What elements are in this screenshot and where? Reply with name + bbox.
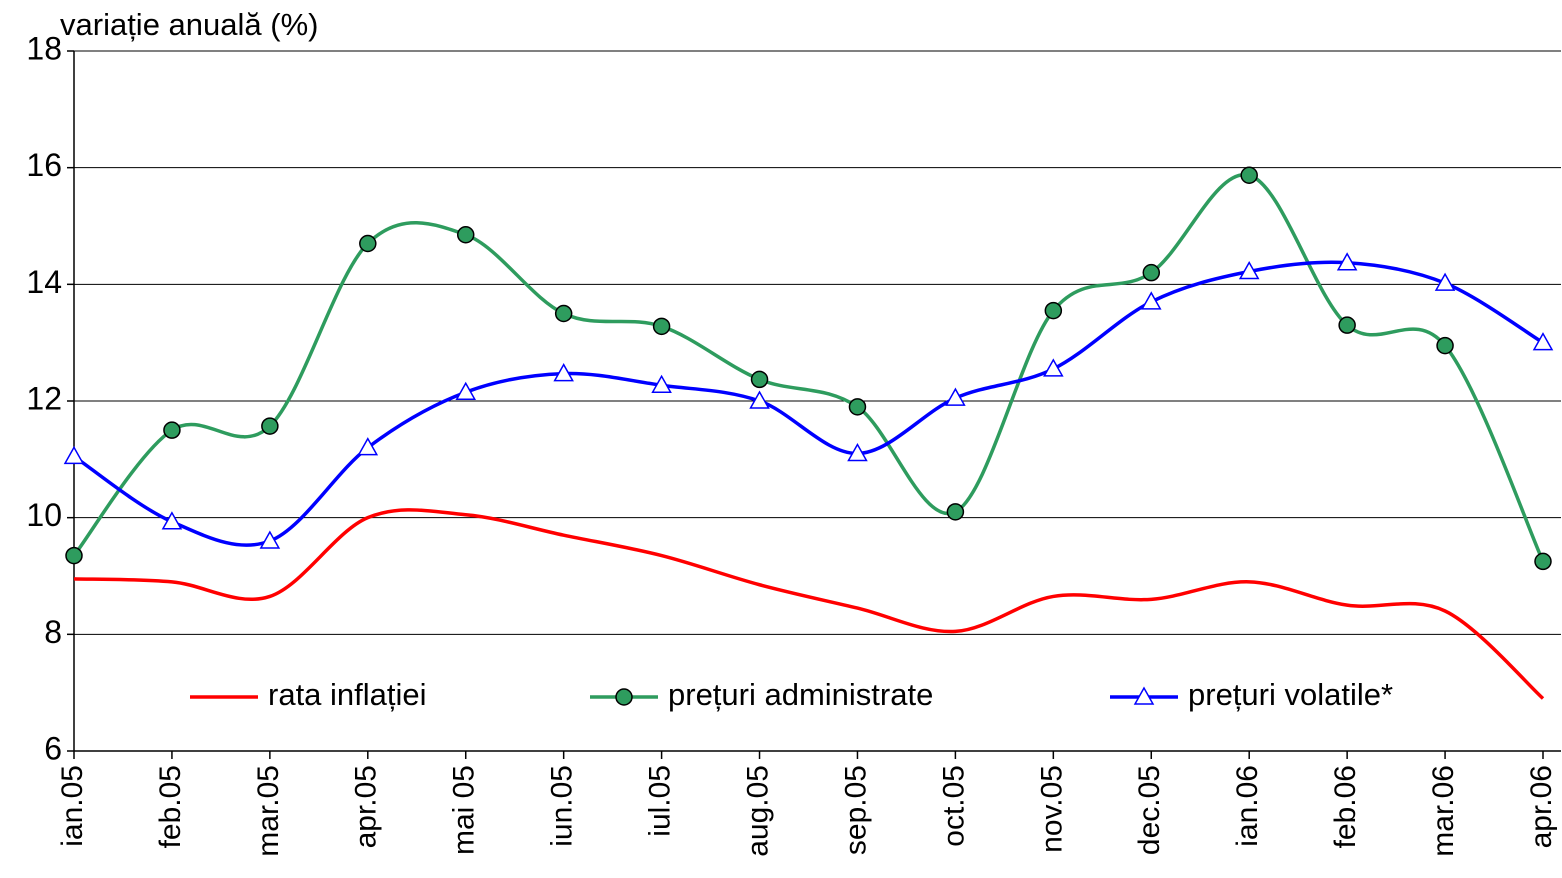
x-tick-label: iun.05 bbox=[546, 765, 579, 847]
point-marker bbox=[161, 511, 183, 530]
x-tick-label: sep.05 bbox=[839, 765, 872, 855]
point-marker bbox=[651, 374, 672, 393]
point-marker bbox=[553, 363, 574, 382]
point-marker bbox=[63, 445, 85, 465]
x-tick-label: ian.06 bbox=[1231, 765, 1264, 847]
point-marker bbox=[749, 390, 770, 409]
point-marker bbox=[65, 546, 83, 565]
point-marker bbox=[848, 398, 867, 416]
y-tick-label: 18 bbox=[26, 30, 62, 66]
point-marker bbox=[1044, 301, 1063, 320]
y-tick-label: 16 bbox=[26, 147, 62, 183]
point-marker bbox=[1140, 291, 1162, 310]
y-tick-label: 8 bbox=[44, 614, 62, 650]
legend-label: prețuri administrate bbox=[668, 677, 933, 712]
x-tick-label: dec.05 bbox=[1133, 765, 1166, 855]
point-marker bbox=[1238, 260, 1260, 280]
point-marker bbox=[946, 503, 965, 521]
point-marker bbox=[456, 226, 475, 244]
y-tick-label: 12 bbox=[26, 380, 62, 416]
x-tick-label: mar.05 bbox=[252, 765, 285, 857]
series-line bbox=[72, 173, 1545, 563]
point-marker bbox=[652, 317, 671, 336]
y-axis-label: variație anuală (%) bbox=[60, 7, 318, 42]
point-marker bbox=[1336, 252, 1358, 271]
point-marker bbox=[259, 530, 281, 549]
series-line bbox=[73, 508, 1545, 700]
point-marker bbox=[615, 688, 633, 706]
point-marker bbox=[1043, 358, 1064, 377]
x-tick-label: mai 05 bbox=[448, 765, 481, 855]
point-marker bbox=[1534, 552, 1552, 571]
point-marker bbox=[1338, 316, 1356, 334]
x-tick-label: iul.05 bbox=[644, 765, 677, 837]
point-marker bbox=[359, 234, 377, 253]
point-marker bbox=[1532, 332, 1554, 351]
point-marker bbox=[1436, 336, 1454, 355]
point-marker bbox=[357, 437, 379, 456]
y-tick-label: 10 bbox=[26, 497, 62, 533]
point-marker bbox=[1133, 686, 1155, 705]
x-tick-label: apr.06 bbox=[1525, 765, 1558, 848]
y-tick-label: 14 bbox=[26, 264, 62, 300]
x-tick-label: oct.05 bbox=[937, 765, 970, 847]
point-marker bbox=[554, 304, 573, 323]
x-tick-label: feb.05 bbox=[154, 765, 187, 848]
legend-label: rata inflației bbox=[268, 677, 427, 712]
point-marker bbox=[945, 387, 966, 406]
series-line bbox=[73, 260, 1544, 547]
point-marker bbox=[455, 381, 477, 400]
legend-label: prețuri volatile* bbox=[1188, 677, 1393, 712]
x-tick-label: aug.05 bbox=[741, 765, 774, 857]
x-tick-label: nov.05 bbox=[1035, 765, 1068, 853]
point-marker bbox=[1434, 272, 1456, 291]
y-tick-label: 6 bbox=[44, 730, 62, 766]
x-tick-label: feb.06 bbox=[1329, 765, 1362, 848]
point-marker bbox=[163, 421, 181, 439]
x-tick-label: mar.06 bbox=[1427, 765, 1460, 857]
x-tick-label: ian.05 bbox=[56, 765, 89, 847]
point-marker bbox=[261, 417, 279, 435]
x-tick-label: apr.05 bbox=[350, 765, 383, 848]
point-marker bbox=[847, 442, 868, 462]
point-marker bbox=[1142, 263, 1161, 282]
point-marker bbox=[1240, 166, 1258, 184]
point-marker bbox=[750, 370, 769, 389]
